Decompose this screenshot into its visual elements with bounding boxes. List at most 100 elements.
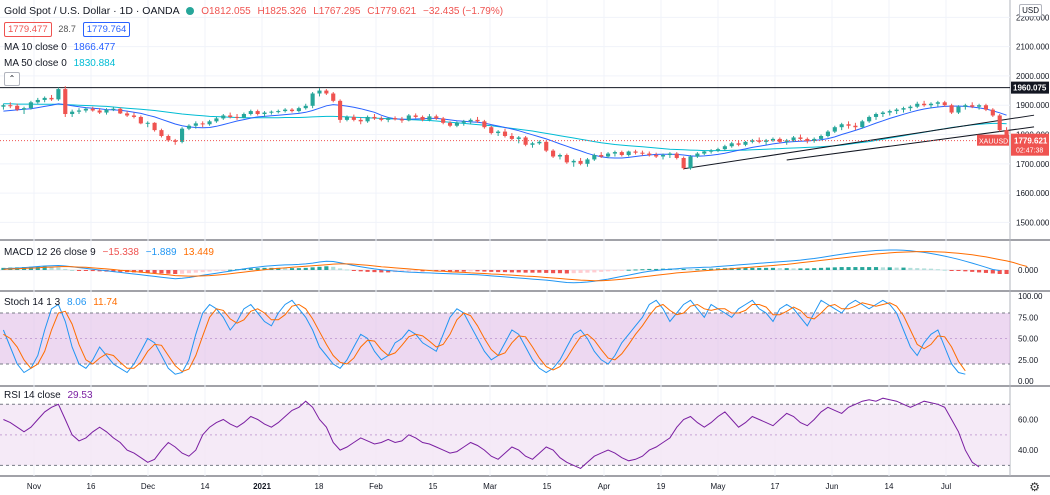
candle-body bbox=[805, 138, 810, 141]
sell-button[interactable]: 1779.477 bbox=[4, 22, 52, 37]
macd-hist-bar bbox=[571, 270, 576, 274]
macd-hist-bar bbox=[585, 270, 590, 273]
macd-hist-bar bbox=[296, 268, 301, 270]
rsi-legend[interactable]: RSI 14 close 29.53 bbox=[4, 390, 97, 401]
candle-body bbox=[317, 90, 322, 94]
candle-body bbox=[681, 157, 686, 169]
candle-body bbox=[21, 108, 27, 110]
candle-body bbox=[152, 122, 157, 131]
candle-body bbox=[619, 152, 624, 156]
symbol-title[interactable]: Gold Spot / U.S. Dollar · 1D · OANDA bbox=[4, 5, 180, 17]
macd-hist-bar bbox=[482, 270, 487, 272]
symbol-tag-bg bbox=[977, 134, 1009, 146]
buy-button[interactable]: 1779.764 bbox=[82, 22, 131, 37]
macd-hist-bar bbox=[303, 267, 308, 270]
time-axis-label: Nov bbox=[27, 482, 41, 491]
macd-hist-bar bbox=[214, 270, 219, 271]
macd-hist-bar bbox=[743, 267, 748, 270]
ma50-value: 1830.884 bbox=[73, 58, 116, 69]
macd-hist-bar bbox=[791, 268, 796, 270]
macd-hist-bar bbox=[317, 266, 322, 270]
macd-hist-bar bbox=[681, 268, 686, 270]
macd-hist-bar bbox=[70, 270, 75, 271]
macd-hist-bar bbox=[640, 269, 645, 271]
candle-body bbox=[839, 124, 844, 128]
candle-body bbox=[296, 108, 301, 112]
candle-body bbox=[365, 116, 370, 122]
macd-hist-bar bbox=[860, 267, 865, 270]
last-price-tag bbox=[1011, 133, 1049, 156]
candle-body bbox=[585, 159, 590, 164]
candle-body bbox=[880, 112, 885, 115]
candle-body bbox=[15, 105, 20, 110]
stoch-label: Stoch 14 1 3 bbox=[4, 297, 61, 308]
candle-body bbox=[537, 141, 542, 144]
ma10-legend[interactable]: MA 10 close 0 1866.477 bbox=[4, 42, 119, 53]
stoch-tick-label: 100.00 bbox=[1018, 292, 1043, 301]
candle-body bbox=[873, 114, 879, 117]
candle-body bbox=[633, 151, 638, 153]
time-axis-label: Jul bbox=[941, 482, 951, 491]
settings-gear-icon[interactable]: ⚙ bbox=[1029, 480, 1040, 494]
candle-body bbox=[688, 156, 693, 169]
hline-price-tag bbox=[1011, 81, 1049, 94]
candle-body bbox=[530, 143, 535, 145]
candle-body bbox=[853, 125, 858, 128]
macd-hist-bar bbox=[338, 268, 343, 270]
candle-body bbox=[221, 115, 226, 119]
candle-body bbox=[63, 89, 68, 115]
candle-body bbox=[379, 118, 384, 120]
candle-body bbox=[1, 105, 6, 107]
rsi-tick-label: 60.00 bbox=[1018, 416, 1039, 425]
time-axis-label: Dec bbox=[141, 482, 155, 491]
macd-hist-bar bbox=[379, 270, 384, 273]
macd-hist-bar bbox=[853, 267, 858, 270]
open-value: 1812.055 bbox=[208, 6, 251, 17]
stoch-d-line bbox=[3, 302, 966, 373]
candle-body bbox=[818, 135, 824, 139]
macd-hist-bar bbox=[262, 267, 267, 270]
candle-body bbox=[468, 119, 473, 122]
macd-hist-bar bbox=[784, 268, 789, 270]
candle-body bbox=[626, 151, 631, 156]
macd-hist-bar bbox=[963, 270, 968, 272]
macd-hist-bar bbox=[557, 270, 563, 274]
stoch-legend[interactable]: Stoch 14 1 3 8.06 11.74 bbox=[4, 297, 121, 308]
macd-hist-bar bbox=[159, 270, 164, 274]
candle-body bbox=[159, 130, 164, 136]
candle-body bbox=[399, 119, 404, 121]
macd-label: MACD 12 26 close 9 bbox=[4, 247, 96, 258]
candle-body bbox=[544, 141, 549, 151]
candle-body bbox=[76, 110, 82, 112]
macd-hist-bar bbox=[537, 270, 542, 273]
macd-line bbox=[3, 249, 1000, 284]
time-axis-label: 15 bbox=[543, 482, 552, 491]
macd-hist-bar bbox=[193, 270, 198, 273]
currency-button[interactable]: USD bbox=[1019, 4, 1042, 17]
macd-hist-bar bbox=[757, 267, 762, 270]
rsi-value: 29.53 bbox=[67, 390, 93, 401]
stoch-k-line bbox=[2, 299, 966, 375]
candle-body bbox=[28, 102, 33, 109]
candle-body bbox=[963, 105, 968, 107]
candle-body bbox=[262, 112, 267, 115]
macd-hist-bar bbox=[592, 270, 597, 273]
candle-body bbox=[578, 160, 583, 164]
collapse-legend-icon[interactable]: ⌃ bbox=[4, 72, 20, 86]
candle-body bbox=[283, 109, 288, 112]
close-label: C bbox=[367, 6, 375, 17]
macd-hist-bar bbox=[839, 267, 844, 270]
candle-body bbox=[344, 116, 350, 120]
candle-body bbox=[56, 89, 61, 100]
macd-hist-bar bbox=[406, 270, 411, 272]
ma50-legend[interactable]: MA 50 close 0 1830.884 bbox=[4, 58, 119, 69]
candle-body bbox=[303, 105, 308, 109]
bid-ask-row: 1779.477 28.7 1779.764 bbox=[4, 22, 134, 37]
macd-legend[interactable]: MACD 12 26 close 9 −15.338 −1.889 13.449 bbox=[4, 247, 218, 258]
macd-hist-bar bbox=[283, 268, 288, 270]
candle-body bbox=[606, 153, 611, 157]
macd-hist-bar bbox=[173, 270, 178, 274]
candle-body bbox=[599, 155, 604, 157]
time-axis-label: 18 bbox=[315, 482, 324, 491]
